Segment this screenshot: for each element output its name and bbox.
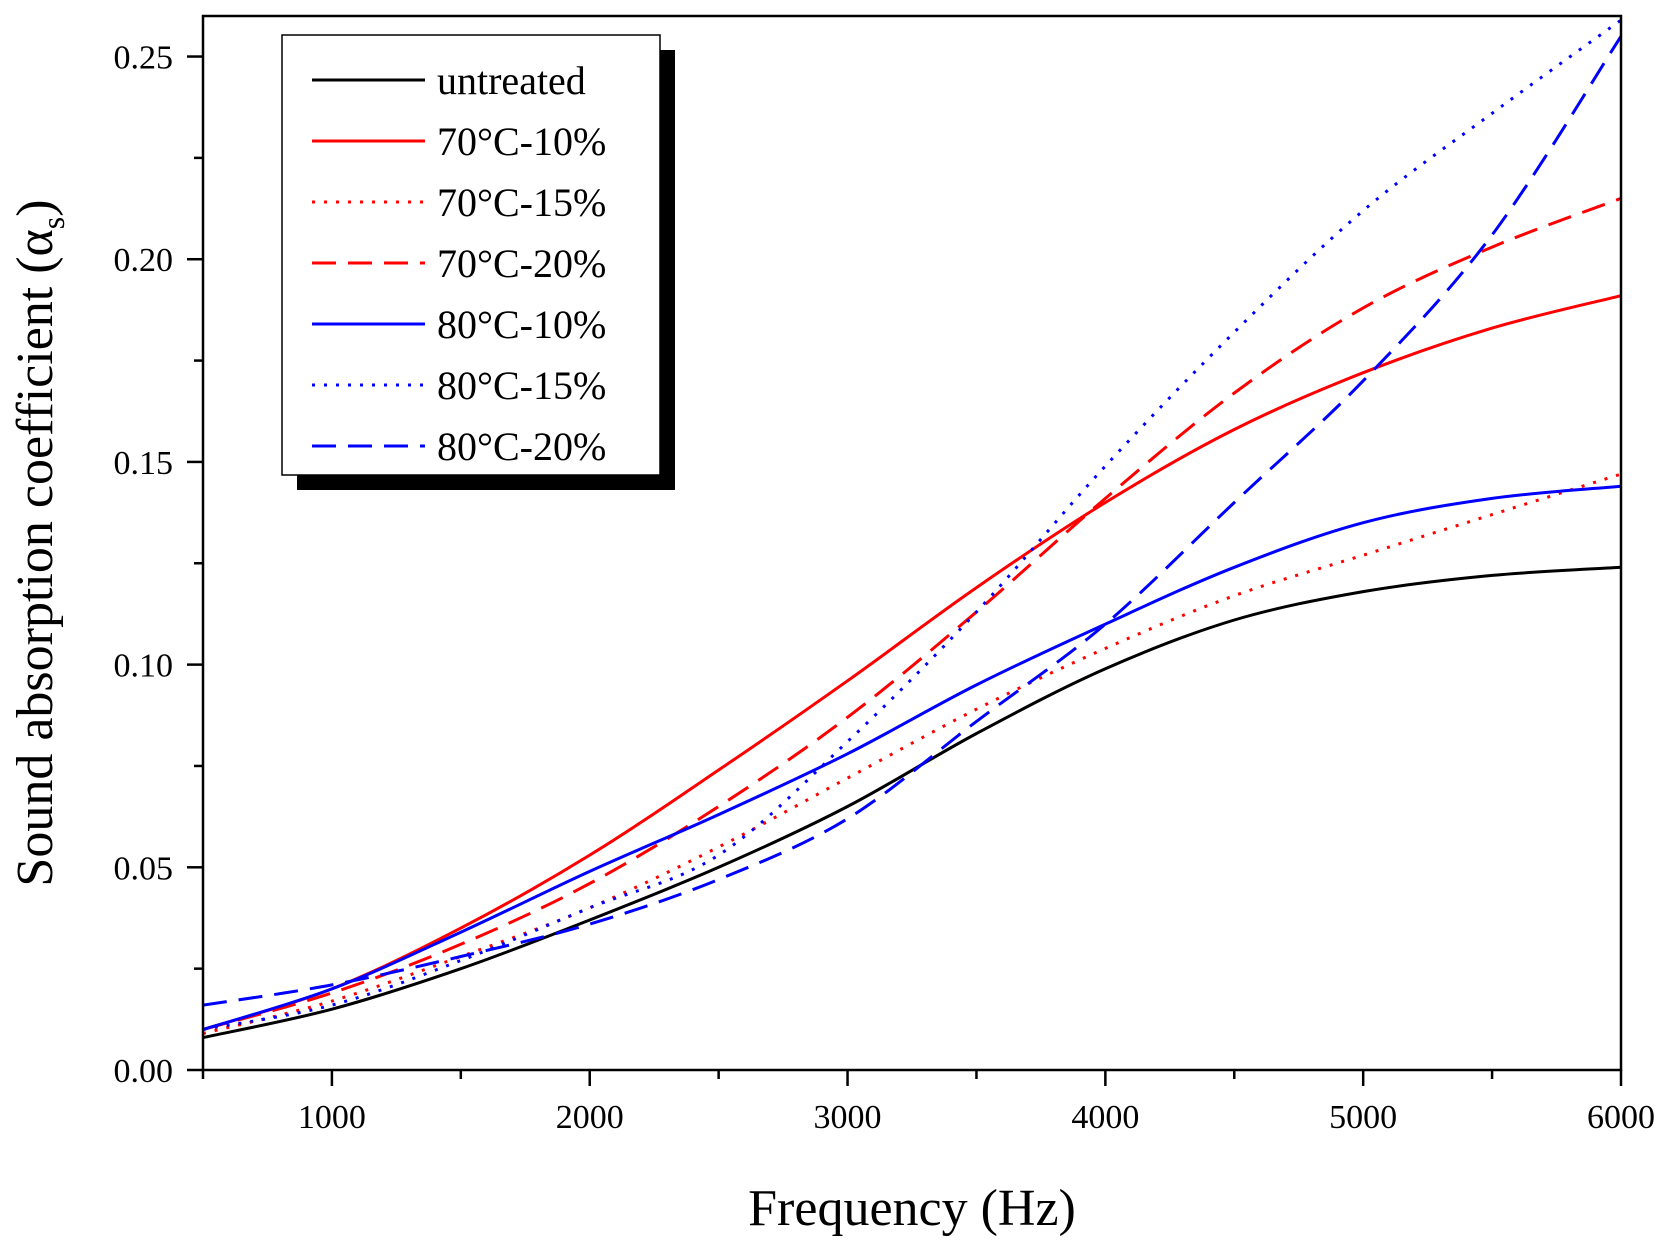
series-line-6 [203,35,1621,1007]
series-line-1 [203,294,1621,1031]
y-tick-label: 0.15 [114,445,174,482]
y-tick-label: 0.10 [114,648,174,685]
legend-label-6: 80°C-20% [437,424,606,469]
y-tick-label: 0.00 [114,1053,174,1090]
tick-layer: 1000 2000 3000 4000 5000 6000 0.00 0.05 0.10 0.15… [114,40,1656,1136]
series-layer [203,18,1621,1040]
y-axis-title: Sound absorption coefficient (αs) [7,199,71,886]
legend-box [281,34,661,476]
x-tick-label: 6000 [1587,1099,1655,1136]
y-tick-label: 0.20 [114,242,174,279]
y-tick-label: 0.25 [114,40,174,77]
y-axis-title-main: Sound absorption coefficient (α [7,229,64,886]
legend-label-3: 70°C-20% [437,241,606,286]
series-line-4 [203,484,1621,1031]
legend: untreated 70°C-10% 70°C-15% 70°C-20% 80°C-10… [281,34,675,490]
legend-label-0: untreated [437,58,586,103]
legend-label-4: 80°C-10% [437,302,606,347]
y-axis-title-subscript: s [35,217,71,229]
x-tick-label: 1000 [298,1099,366,1136]
x-tick-label: 3000 [814,1099,882,1136]
plot-frame [201,14,1623,1072]
legend-label-2: 70°C-15% [437,180,606,225]
series-line-5 [203,18,1621,1031]
series-line-3 [203,196,1621,1031]
x-tick-label: 2000 [556,1099,624,1136]
legend-label-5: 80°C-15% [437,363,606,408]
x-axis-title: Frequency (Hz) [748,1180,1076,1237]
x-tick-label: 4000 [1071,1099,1139,1136]
legend-label-1: 70°C-10% [437,119,606,164]
y-axis-title-close: ) [7,199,64,216]
x-tick-label: 5000 [1329,1099,1397,1136]
legend-items: untreated 70°C-10% 70°C-15% 70°C-20% 80°C-10… [312,58,606,469]
y-tick-label: 0.05 [114,850,174,887]
